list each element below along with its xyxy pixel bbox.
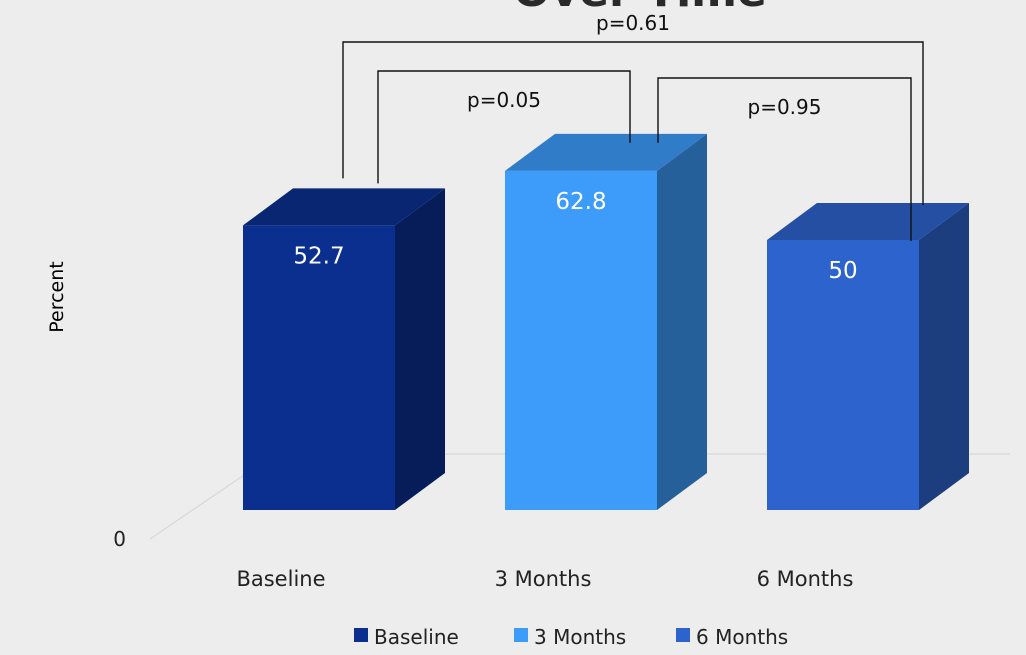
y-axis-ticks: 010203040506070 — [101, 0, 126, 551]
significance-bracket: p=0.05 — [377, 70, 631, 184]
x-axis-ticks: Baseline 3 Months 6 Months — [236, 567, 853, 591]
significance-brackets: p=0.05 p=0.95 p=0.61 — [342, 11, 924, 241]
significance-bracket: p=0.61 — [342, 11, 924, 205]
bar-front — [767, 240, 919, 510]
bar-1: 52.7 — [243, 188, 445, 511]
bar-top — [243, 188, 445, 226]
y-axis-label: Percent — [46, 261, 68, 333]
y-tick-label: 0 — [113, 527, 126, 551]
bar-top — [505, 133, 707, 171]
data-label: 62.8 — [555, 189, 606, 215]
significance-bracket: p=0.95 — [657, 77, 912, 241]
p-value-label: p=0.61 — [596, 11, 670, 35]
legend-label: 3 Months — [534, 625, 626, 649]
legend-item: Baseline — [354, 625, 459, 649]
bar-2: 62.8 — [505, 133, 707, 510]
legend-label: 6 Months — [696, 625, 788, 649]
legend: Baseline 3 Months 6 Months — [354, 625, 788, 649]
legend-item: 6 Months — [676, 625, 788, 649]
legend-label: Baseline — [374, 625, 459, 649]
bars: 52.7 62.8 50 — [243, 133, 969, 511]
data-label: 50 — [828, 258, 857, 284]
bar-3: 50 — [767, 203, 969, 510]
bar-front — [243, 225, 395, 511]
bar-front — [505, 170, 657, 510]
bar-side — [657, 133, 707, 510]
y-tick-label: 10 — [101, 0, 126, 4]
x-tick-label: Baseline — [236, 567, 325, 591]
p-value-label: p=0.05 — [467, 88, 541, 112]
legend-item: 3 Months — [514, 625, 626, 649]
data-label: 52.7 — [293, 243, 344, 269]
p-value-label: p=0.95 — [748, 95, 822, 119]
legend-swatch — [514, 628, 528, 642]
bracket-line — [377, 70, 631, 184]
x-tick-label: 6 Months — [757, 567, 854, 591]
bracket-line — [657, 77, 912, 241]
legend-swatch — [676, 628, 690, 642]
x-tick-label: 3 Months — [495, 567, 592, 591]
chart-title: Over Time — [513, 0, 767, 17]
legend-swatch — [354, 628, 368, 642]
bar-side — [395, 188, 445, 511]
bar-side — [919, 203, 969, 510]
bar-top — [767, 203, 969, 240]
bracket-line — [342, 41, 924, 205]
